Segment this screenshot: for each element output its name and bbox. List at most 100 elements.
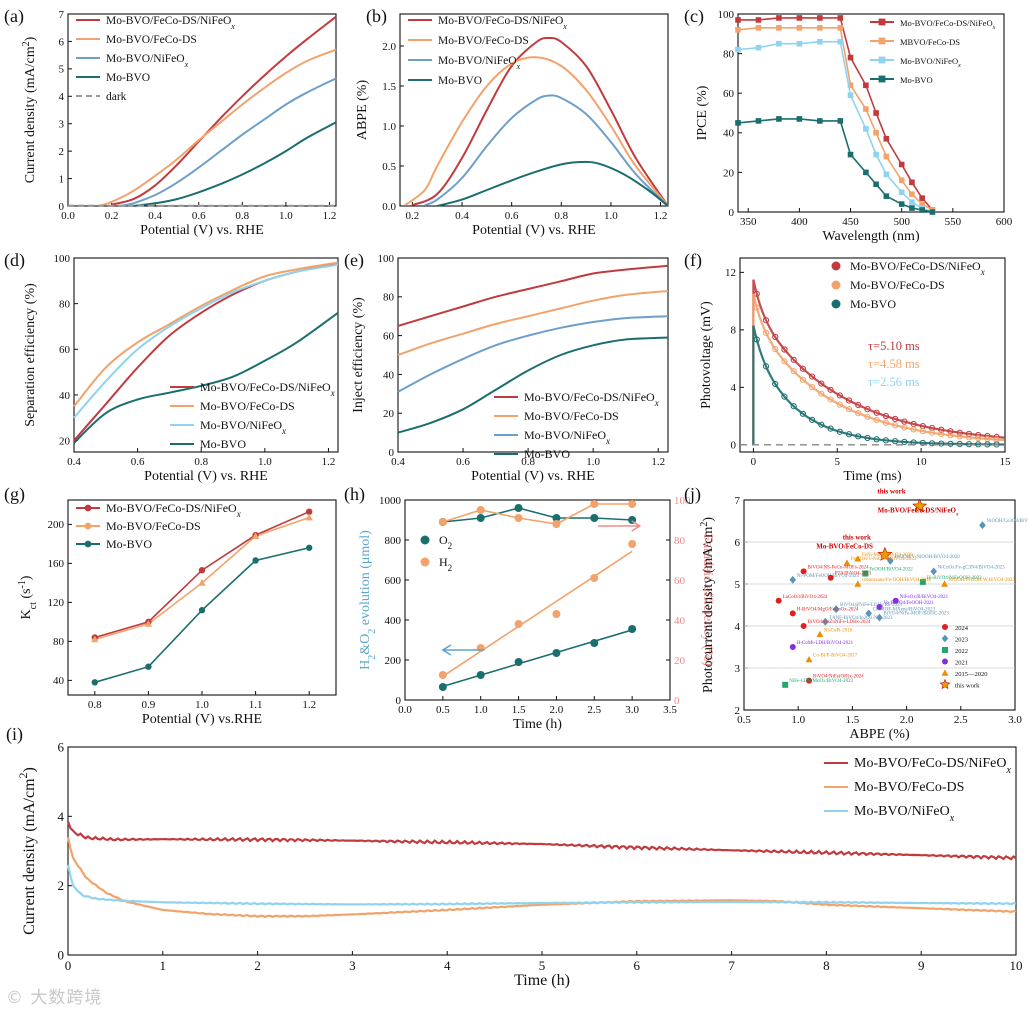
x-axis-label: Potential (V) vs.RHE <box>142 712 262 727</box>
data-point <box>818 421 825 428</box>
series-line <box>436 160 669 207</box>
y-tick-label: 80 <box>53 636 65 648</box>
point-label: BiVO4/NiFe(OH)x-2024 <box>813 675 864 680</box>
y-tick-label: 40 <box>383 369 395 381</box>
series-line <box>73 311 339 444</box>
point-label: Co-Bi/P-BiVO4-2017 <box>813 654 858 659</box>
data-point <box>817 15 823 21</box>
tau-annotation: τ=4.58 ms <box>868 357 920 371</box>
data-point <box>800 568 807 575</box>
legend-marker <box>831 261 841 271</box>
y-axis-label: Inject efficiency (%) <box>351 297 366 413</box>
x-tick-label: 2 <box>254 958 261 973</box>
y-right-axis-label: Faradaic efficiency (%) <box>700 534 715 666</box>
data-point <box>817 118 823 124</box>
y-tick-label: 800 <box>385 535 402 547</box>
point-label: TANF-BiVO4/In2O3-NR-2023 <box>829 616 893 621</box>
legend-label: 2015—2020 <box>955 671 988 678</box>
legend-label: O2​ <box>439 533 452 551</box>
data-point <box>837 118 844 124</box>
series-line <box>397 315 669 393</box>
y-tick-label: 200 <box>385 655 402 667</box>
x-axis-label: Potential (V) vs. RHE <box>140 223 264 238</box>
data-point <box>847 151 854 158</box>
legend-marker <box>84 540 92 548</box>
x-tick-label: 0.0 <box>398 704 412 716</box>
series-line <box>397 336 669 434</box>
legend-label: Mo-BVO/NiFeOx​ <box>524 428 610 446</box>
x-tick-label: 15 <box>1000 456 1012 468</box>
plot-frame <box>739 257 1006 453</box>
data-point <box>837 15 844 21</box>
x-tick-label: 0.6 <box>192 210 206 222</box>
data-point <box>909 191 915 197</box>
point-label: Vo-BiVO4/FeOOH-2021 <box>884 601 935 606</box>
data-point <box>438 518 447 526</box>
data-point <box>476 506 485 514</box>
series-line <box>73 263 339 419</box>
data-point <box>854 580 862 587</box>
highlight-sub-label: Mo-BVO/FeCo-DS <box>816 543 873 551</box>
point-label: Bi-BiVO4/NiFeOOH-2022 <box>927 576 982 581</box>
y-tick-label: 0 <box>389 447 395 459</box>
series-line <box>424 94 669 207</box>
legend-label: Mo-BVO/FeCo-DS <box>850 278 945 292</box>
x-tick-label: 4 <box>444 958 451 973</box>
data-point <box>514 504 523 512</box>
data-point <box>929 209 936 215</box>
series-line <box>411 36 669 207</box>
legend-label: Mo-BVO/FeCo-DS <box>854 780 964 795</box>
x-tick-label: 500 <box>893 216 910 228</box>
x-tick-label: 1.5 <box>846 714 860 726</box>
data-point <box>762 317 770 324</box>
data-point <box>864 413 871 420</box>
y-tick-label: 4 <box>735 621 741 633</box>
legend-label: Mo-BVO/FeCo-DS <box>524 409 619 423</box>
panel-e: 0.4 0.6 0.8 1.0 1.2 0 20 40 60 80 100 Potential (V)… <box>344 250 669 484</box>
data-point <box>776 40 782 47</box>
x-tick-label: 1.5 <box>512 704 526 716</box>
data-point <box>845 397 853 404</box>
data-point <box>762 363 770 370</box>
x-tick-label: 1 <box>160 958 167 973</box>
point-label: H-CoMt-LDH/BiVO4-2021 <box>797 641 854 646</box>
legend-marker <box>878 18 886 26</box>
data-point <box>928 429 936 436</box>
point-label: FeOOH/V-NiOOH/BiVO4-2022 <box>851 557 917 562</box>
legend-label: Mo-BVO/FeCo-DS <box>106 519 201 533</box>
point-label: NiCoOx/Fe-gC3N4/BiVO4-2023 <box>938 565 1005 570</box>
y-tick-label: 20 <box>383 408 395 420</box>
y-tick-label: 400 <box>385 615 402 627</box>
y-axis-label: H2​&O2​ evolution (μmol) <box>358 530 378 670</box>
x-tick-label: 8 <box>823 958 830 973</box>
legend-marker <box>939 678 951 690</box>
x-tick-label: 0.2 <box>406 210 420 222</box>
plot-frame <box>73 257 339 453</box>
y-tick-label: 1.0 <box>382 121 396 133</box>
plot-frame <box>743 499 1016 711</box>
data-point <box>836 392 843 399</box>
y-tick-label: 60 <box>723 88 735 100</box>
data-point <box>941 580 948 587</box>
fit-line <box>442 550 633 678</box>
legend-marker <box>878 37 886 45</box>
data-point <box>947 440 954 447</box>
panel-c: 350 400 450 500 550 600 0 20 40 60 80 100 Wavelength… <box>684 6 1013 244</box>
data-point <box>628 500 637 508</box>
x-tick-label: 0 <box>751 456 757 468</box>
data-point <box>827 396 834 403</box>
data-point <box>837 38 844 45</box>
data-point <box>887 557 894 565</box>
legend-label: Mo-BVO/NiFeOx​ <box>106 53 189 69</box>
legend-label: 2023 <box>955 637 968 644</box>
data-point <box>590 574 599 582</box>
data-point <box>809 416 816 423</box>
y-tick-label: 0.0 <box>382 201 396 213</box>
legend-label: 2021 <box>955 660 968 667</box>
x-tick-label: 6 <box>634 958 641 973</box>
x-tick-label: 0.8 <box>235 210 249 222</box>
series-line <box>66 836 1017 918</box>
data-point <box>735 120 741 126</box>
point-label: cobaloxane/Fe-OOH/BiVO4-2018 <box>862 578 932 583</box>
y-tick-label: 6 <box>735 537 741 549</box>
